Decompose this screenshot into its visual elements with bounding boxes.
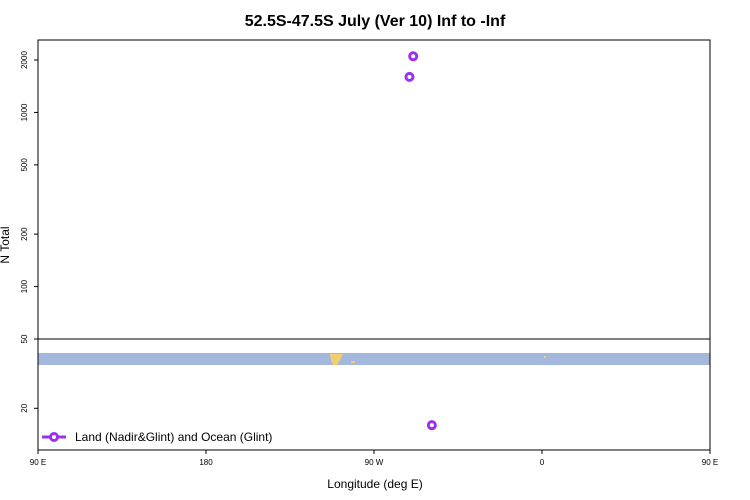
land-patch-south-america <box>330 354 343 365</box>
legend: Land (Nadir&Glint) and Ocean (Glint) <box>42 430 272 444</box>
land-patch-small-2 <box>544 356 546 358</box>
y-tick-label: 500 <box>20 158 29 172</box>
data-point <box>404 71 415 82</box>
y-axis-ticks: 20 50 100 200 500 1000 2000 <box>20 51 38 413</box>
data-point <box>408 51 419 62</box>
x-axis-ticks: 90 E 180 90 W 0 90 E <box>30 450 718 467</box>
x-tick-label: 90 E <box>30 458 46 467</box>
land-patch-small-1 <box>351 361 355 363</box>
data-point <box>426 420 437 431</box>
x-tick-label: 90 W <box>365 458 384 467</box>
y-tick-label: 200 <box>20 227 29 241</box>
ocean-band <box>38 353 710 365</box>
y-axis-label: N Total <box>0 226 12 263</box>
data-points <box>404 51 437 431</box>
x-tick-label: 90 E <box>702 458 718 467</box>
x-axis-label: Longitude (deg E) <box>327 477 422 491</box>
y-tick-label: 100 <box>20 279 29 293</box>
y-tick-label: 20 <box>20 403 29 412</box>
y-tick-label: 2000 <box>20 51 29 69</box>
x-tick-label: 180 <box>199 458 213 467</box>
chart-title: 52.5S-47.5S July (Ver 10) Inf to -Inf <box>245 13 506 30</box>
plot-frame <box>37 39 711 451</box>
y-tick-label: 1000 <box>20 103 29 121</box>
legend-label: Land (Nadir&Glint) and Ocean (Glint) <box>75 430 272 444</box>
map-strip <box>38 353 710 365</box>
y-tick-label: 50 <box>20 334 29 343</box>
x-tick-label: 0 <box>540 458 545 467</box>
legend-marker <box>49 432 59 442</box>
